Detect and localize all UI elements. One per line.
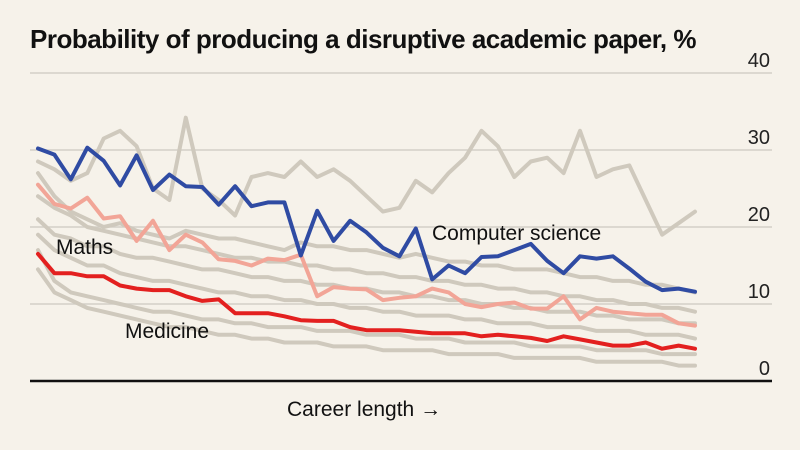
other-fields-lines <box>36 115 697 368</box>
series-label-computer-science: Computer science <box>432 222 601 245</box>
other-field-line <box>36 115 697 237</box>
y-tick-label: 40 <box>748 50 770 72</box>
maths-line <box>36 182 697 328</box>
y-axis-ticks: 0 10 20 30 40 <box>748 50 770 380</box>
other-field-line <box>36 248 697 357</box>
chart-title: Probability of producing a disruptive ac… <box>30 24 697 54</box>
other-field-line <box>36 171 697 295</box>
series-label-maths: Maths <box>56 236 113 259</box>
y-tick-label: 30 <box>748 127 770 149</box>
x-axis-label: Career length → <box>287 398 442 421</box>
computer-science-line <box>36 145 697 294</box>
y-tick-label: 20 <box>748 204 770 226</box>
highlighted-lines <box>36 145 697 351</box>
other-field-line <box>36 194 697 314</box>
y-tick-label: 10 <box>748 281 770 303</box>
gridlines <box>30 72 772 305</box>
other-field-line <box>36 267 697 368</box>
y-tick-label: 0 <box>759 358 770 380</box>
series-label-medicine: Medicine <box>125 320 209 343</box>
medicine-line <box>36 251 697 351</box>
other-field-line <box>36 232 697 341</box>
